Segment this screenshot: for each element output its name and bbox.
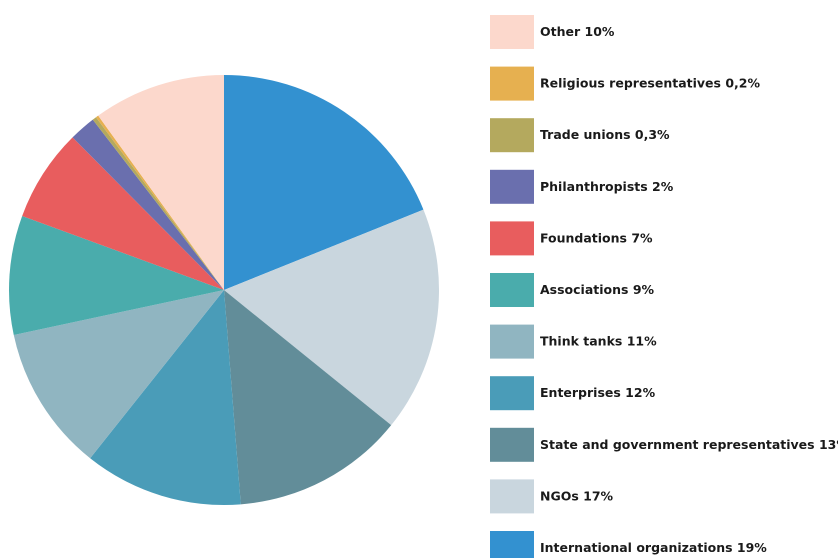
legend-value: 17% — [583, 488, 613, 503]
pie-slice — [224, 75, 424, 290]
legend-name: Religious representatives — [540, 75, 721, 90]
legend-name: NGOs — [540, 488, 579, 503]
pie-slice — [224, 209, 440, 426]
pie-slice — [22, 137, 225, 290]
legend-value: 9% — [633, 282, 655, 297]
pie-slice — [224, 290, 392, 505]
pie-slice — [13, 290, 225, 459]
pie-slice — [96, 115, 224, 290]
legend-label: Enterprises 12% — [540, 385, 656, 400]
legend-swatch — [490, 427, 534, 462]
legend-name: State and government representatives — [540, 436, 815, 451]
legend-swatch — [490, 479, 534, 514]
legend-value: 11% — [627, 333, 657, 348]
legend-label: Associations 9% — [540, 282, 655, 297]
legend-label: Trade unions 0,3% — [540, 127, 670, 142]
legend-swatch — [490, 118, 534, 153]
legend-value: 0,2% — [725, 75, 760, 90]
legend-label: International organizations 19% — [540, 540, 767, 555]
legend-swatch — [490, 273, 534, 307]
legend-value: 7% — [631, 230, 653, 245]
legend-name: Philanthropists — [540, 178, 648, 193]
legend-value: 10% — [585, 24, 615, 39]
legend-label: Other 10% — [540, 24, 615, 39]
legend-name: Enterprises — [540, 385, 621, 400]
legend-label: State and government representatives 13% — [540, 436, 838, 451]
legend-value: 2% — [652, 178, 674, 193]
legend-label: Religious representatives 0,2% — [540, 75, 760, 90]
legend-swatch — [490, 169, 534, 204]
pie-slice — [98, 75, 224, 290]
legend-value: 12% — [625, 385, 655, 400]
legend-swatch — [490, 66, 534, 101]
legend-name: Foundations — [540, 230, 627, 245]
legend-name: Trade unions — [540, 127, 631, 142]
legend-swatch — [490, 15, 534, 49]
legend-value: 13% — [819, 436, 838, 451]
legend-name: Associations — [540, 282, 628, 297]
legend-swatch — [490, 324, 534, 359]
legend-value: 0,3% — [635, 127, 670, 142]
legend-swatch — [490, 531, 534, 558]
legend-name: Other — [540, 24, 581, 39]
legend-swatch — [490, 376, 534, 411]
pie-slice — [92, 117, 224, 291]
pie-slice — [72, 119, 224, 291]
legend-label: NGOs 17% — [540, 488, 614, 503]
legend-name: International organizations — [540, 540, 733, 555]
legend-swatch — [490, 221, 534, 256]
legend-name: Think tanks — [540, 333, 622, 348]
pie-slice — [8, 215, 224, 336]
legend-value: 19% — [737, 540, 767, 555]
legend-label: Foundations 7% — [540, 230, 653, 245]
pie-slice — [90, 290, 241, 505]
legend-label: Philanthropists 2% — [540, 178, 674, 193]
legend-label: Think tanks 11% — [540, 333, 657, 348]
